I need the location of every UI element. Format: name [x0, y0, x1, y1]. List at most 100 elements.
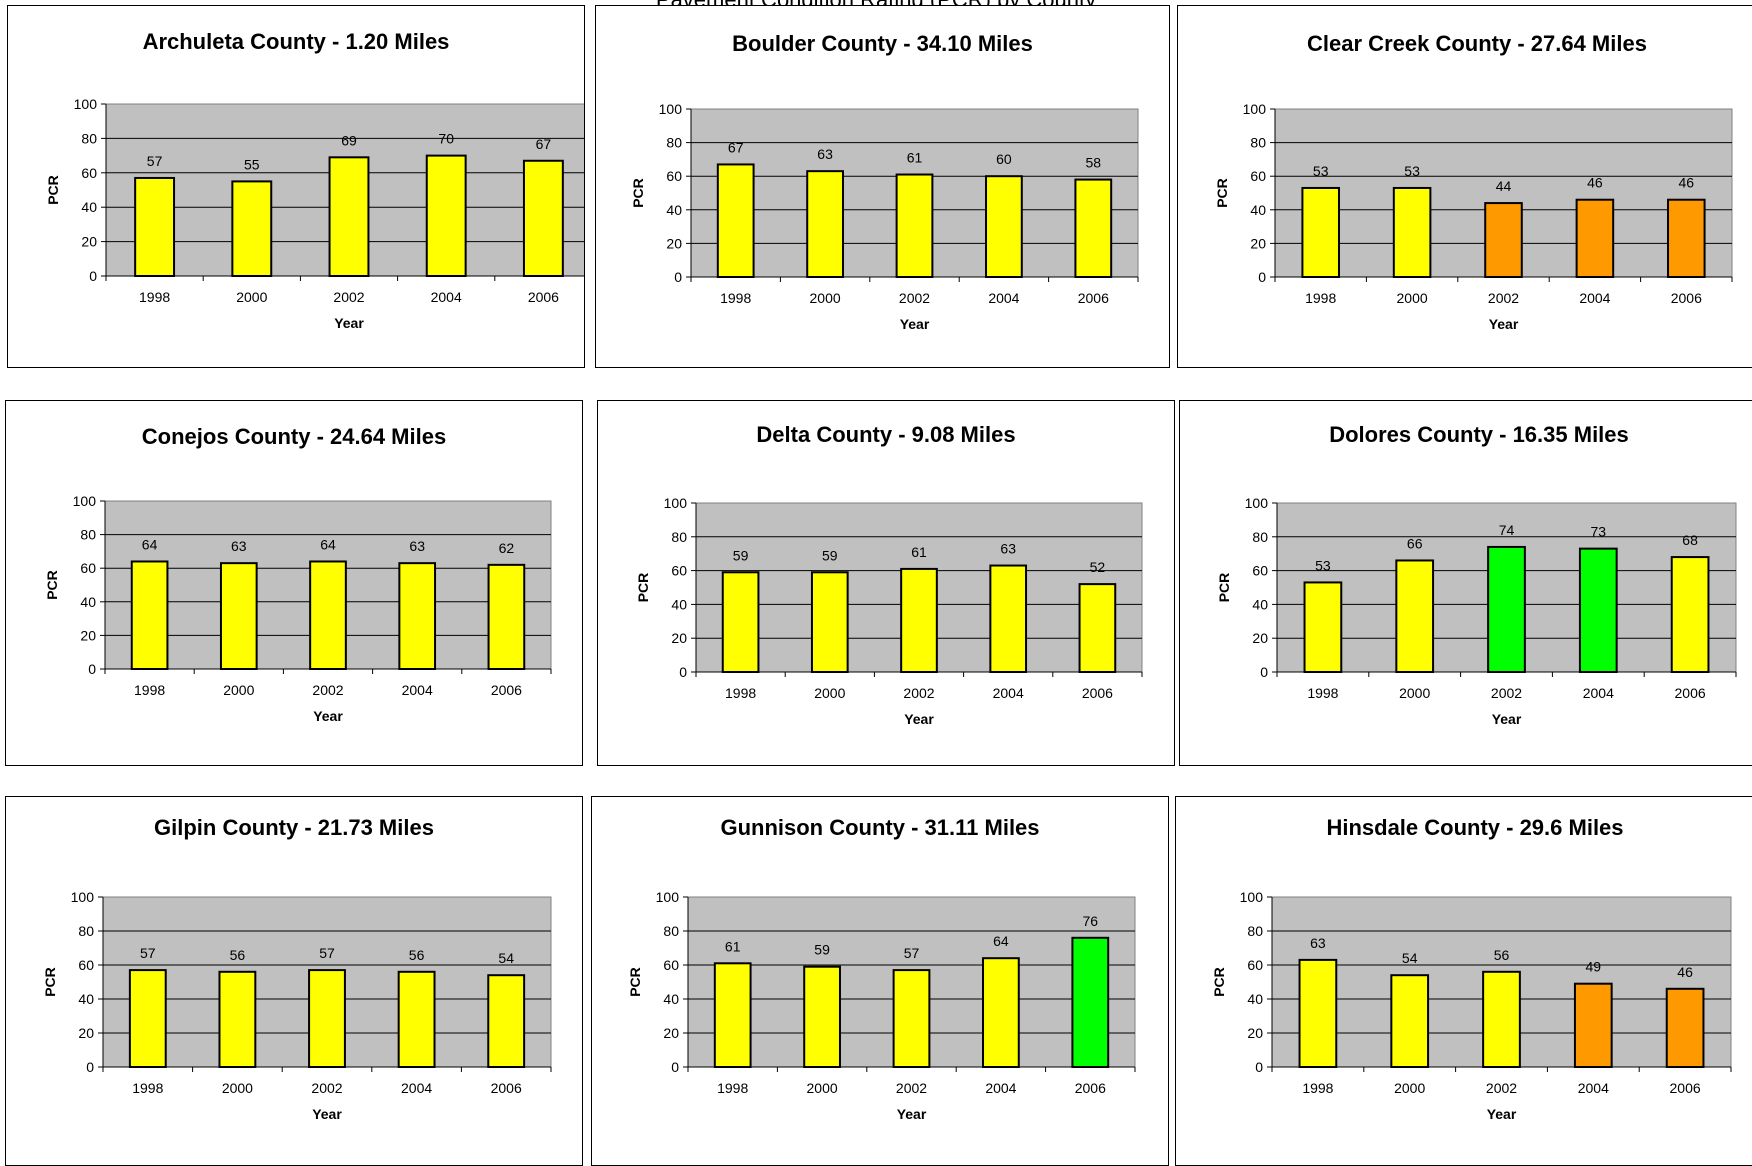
- bar: [522, 159, 564, 277]
- chart-title: Gilpin County - 21.73 Miles: [154, 815, 434, 840]
- data-label: 53: [1404, 163, 1420, 179]
- bar: [1575, 198, 1615, 278]
- y-tick-label: 100: [1240, 889, 1264, 905]
- bar: [1578, 547, 1618, 674]
- x-tick-label: 2000: [236, 289, 267, 305]
- bar-chart: Gilpin County - 21.73 Miles 0 20 40 60 80 100 5…: [42, 815, 552, 1122]
- chart-title: Archuleta County - 1.20 Miles: [143, 29, 450, 54]
- y-tick-label: 0: [86, 1059, 94, 1075]
- x-tick-label: 2006: [528, 289, 559, 305]
- chart-panel-conejos: Conejos County - 24.64 Miles 0 20 40 60 80 100…: [5, 400, 583, 766]
- x-tick-label: 1998: [720, 290, 751, 306]
- y-tick-label: 20: [666, 235, 682, 251]
- data-label: 58: [1086, 155, 1102, 171]
- y-axis-title: PCR: [1216, 573, 1232, 603]
- y-tick-label: 40: [663, 991, 679, 1007]
- data-label: 53: [1313, 163, 1329, 179]
- x-tick-label: 2006: [1670, 1080, 1701, 1096]
- y-tick-label: 80: [1252, 529, 1268, 545]
- bar: [806, 170, 844, 278]
- data-label: 56: [409, 947, 425, 963]
- data-label: 67: [536, 136, 552, 152]
- y-axis-title: PCR: [1211, 967, 1227, 997]
- bar: [1395, 559, 1435, 674]
- bar: [1573, 982, 1613, 1068]
- x-tick-label: 2002: [903, 685, 934, 701]
- x-axis-title: Year: [312, 1106, 342, 1122]
- x-tick-label: 1998: [1302, 1080, 1333, 1096]
- bar: [713, 962, 752, 1068]
- x-tick-label: 2006: [1082, 685, 1113, 701]
- y-tick-label: 80: [80, 527, 96, 543]
- y-tick-label: 0: [674, 269, 682, 285]
- x-axis-title: Year: [900, 316, 930, 332]
- y-tick-label: 100: [656, 889, 680, 905]
- bar: [721, 571, 760, 673]
- y-tick-label: 100: [659, 101, 683, 117]
- y-tick-label: 60: [671, 563, 687, 579]
- data-label: 53: [1315, 557, 1331, 573]
- data-label: 64: [993, 933, 1009, 949]
- x-tick-label: 1998: [139, 289, 170, 305]
- data-label: 60: [996, 151, 1012, 167]
- bar: [1071, 936, 1110, 1068]
- x-tick-label: 2004: [1583, 685, 1614, 701]
- bar: [900, 567, 938, 673]
- chart-panel-archuleta: Archuleta County - 1.20 Miles 0 20 40 60 80 10…: [7, 5, 585, 368]
- x-tick-label: 1998: [1305, 290, 1336, 306]
- y-tick-label: 20: [78, 1025, 94, 1041]
- bar-chart: Boulder County - 34.10 Miles 0 20 40 60 80 100…: [630, 31, 1139, 332]
- y-tick-label: 100: [71, 889, 95, 905]
- data-label: 68: [1682, 532, 1698, 548]
- y-tick-label: 80: [1247, 923, 1263, 939]
- data-label: 52: [1090, 559, 1106, 575]
- data-label: 61: [911, 544, 927, 560]
- x-tick-label: 2006: [1671, 290, 1702, 306]
- bar: [1667, 198, 1706, 278]
- x-tick-label: 1998: [134, 682, 165, 698]
- bar: [397, 970, 436, 1068]
- x-tick-label: 1998: [132, 1080, 163, 1096]
- data-label: 57: [904, 945, 920, 961]
- y-tick-label: 40: [1247, 991, 1263, 1007]
- data-label: 66: [1407, 535, 1423, 551]
- bar-chart: Conejos County - 24.64 Miles 0 20 40 60 80 100…: [44, 424, 552, 724]
- bar: [231, 180, 273, 277]
- bar: [1390, 974, 1430, 1068]
- y-tick-label: 100: [74, 96, 98, 112]
- x-tick-label: 2004: [1578, 1080, 1609, 1096]
- data-label: 55: [244, 156, 260, 172]
- data-label: 59: [733, 547, 749, 563]
- bar: [985, 175, 1023, 278]
- y-tick-label: 60: [81, 165, 97, 181]
- bar: [128, 969, 167, 1069]
- y-tick-label: 40: [671, 596, 687, 612]
- y-tick-label: 40: [80, 594, 96, 610]
- x-tick-label: 1998: [725, 685, 756, 701]
- x-tick-label: 2002: [312, 682, 343, 698]
- x-tick-label: 2004: [431, 289, 462, 305]
- bar: [1487, 545, 1526, 673]
- data-label: 46: [1587, 175, 1603, 191]
- y-tick-label: 60: [666, 168, 682, 184]
- data-label: 46: [1679, 175, 1695, 191]
- y-tick-label: 0: [1258, 269, 1266, 285]
- bar-chart: Gunnison County - 31.11 Miles 0 20 40 60 80 10…: [627, 815, 1136, 1122]
- bar: [425, 154, 467, 278]
- data-label: 44: [1496, 178, 1512, 194]
- y-tick-label: 20: [1250, 235, 1266, 251]
- chart-panel-dolores: Dolores County - 16.35 Miles 0 20 40 60 80 100…: [1179, 400, 1752, 766]
- y-tick-label: 20: [1252, 630, 1268, 646]
- x-axis-title: Year: [904, 711, 934, 727]
- y-tick-label: 80: [663, 923, 679, 939]
- bar: [1078, 583, 1117, 673]
- chart-title: Dolores County - 16.35 Miles: [1329, 422, 1629, 447]
- data-label: 59: [822, 547, 838, 563]
- data-label: 61: [907, 150, 923, 166]
- bar: [309, 560, 347, 670]
- bar: [1484, 202, 1523, 278]
- y-axis-title: PCR: [627, 967, 643, 997]
- data-label: 61: [725, 938, 741, 954]
- y-tick-label: 40: [81, 199, 97, 215]
- bar: [1482, 970, 1521, 1068]
